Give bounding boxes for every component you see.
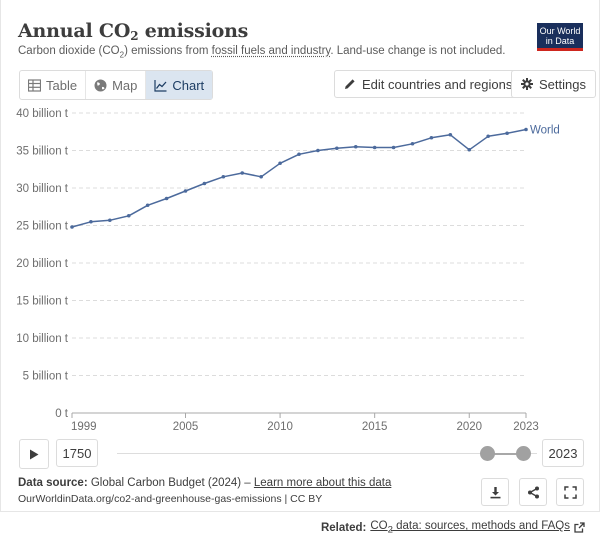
data-point [221,174,226,179]
download-button[interactable] [481,478,509,506]
data-point [372,145,377,150]
data-point [259,174,263,179]
y-tick-label: 10 billion t [16,333,69,345]
data-point [467,147,472,152]
fullscreen-button[interactable] [556,478,584,506]
edit-countries-button[interactable]: Edit countries and regions [334,70,523,98]
data-point [164,196,169,201]
data-point [202,181,207,186]
download-icon [490,486,500,498]
y-tick-label: 20 billion t [16,258,69,270]
related-link-row: Related: CO2 data: sources, methods and … [321,520,585,535]
data-point [240,171,245,175]
pencil-icon [345,79,355,89]
owid-logo[interactable]: Our World in Data [537,23,583,51]
x-tick-label: 2020 [456,421,482,433]
data-point [429,135,434,140]
source-url: OurWorldinData.org/co2-and-greenhouse-ga… [18,493,323,505]
line-chart-icon [154,79,167,92]
gear-icon [521,78,533,90]
data-point [486,134,490,139]
data-source: Data source: Global Carbon Budget (2024)… [18,477,392,489]
tab-table-label: Table [46,77,78,93]
timeline-end-handle[interactable] [516,446,531,461]
chart-frame [0,0,600,512]
share-button[interactable] [519,478,547,506]
data-point [145,203,150,208]
x-tick-label: 2005 [173,421,199,433]
data-point [410,141,415,146]
y-tick-label: 15 billion t [16,296,69,308]
x-tick-label: 1999 [71,421,97,433]
x-tick-label: 2010 [267,421,293,433]
tab-map[interactable]: Map [86,71,147,99]
learn-more-link[interactable]: Learn more about this data [253,477,392,489]
series-label-world: World [530,125,560,137]
expand-icon [563,485,577,499]
external-link-icon [574,522,585,533]
y-tick-label: 5 billion t [23,371,69,383]
y-tick-label: 0 t [55,408,69,420]
tab-table[interactable]: Table [20,71,87,99]
timeline-track[interactable] [117,453,537,454]
play-button[interactable] [19,439,49,469]
chart-title: Annual CO2 emissions [18,20,249,43]
view-tabs: Table Map Chart [19,70,214,100]
data-point [126,213,131,218]
related-faq-link[interactable]: CO2 data: sources, methods and FAQs [370,520,570,536]
data-point [524,127,528,132]
data-point [70,225,74,229]
y-tick-label: 25 billion t [16,221,69,233]
data-point [183,189,188,193]
tab-map-label: Map [112,77,138,93]
timeline-start-year[interactable]: 1750 [56,439,98,467]
edit-countries-label: Edit countries and regions [362,76,513,92]
timeline-start-handle[interactable] [480,446,495,461]
data-point [335,146,339,151]
data-point [89,219,93,224]
x-tick-label: 2023 [513,421,539,433]
play-icon [30,449,39,459]
series-line-world [71,128,527,228]
data-point [353,144,358,149]
tab-chart[interactable]: Chart [146,71,213,99]
data-point [108,218,112,223]
data-point [391,145,396,150]
tab-chart-label: Chart [172,77,205,93]
data-point [448,132,453,137]
data-point [297,152,301,157]
fossil-fuels-link[interactable]: fossil fuels and industry [211,45,331,57]
y-tick-label: 30 billion t [16,183,69,195]
y-tick-label: 40 billion t [16,108,69,120]
share-icon [527,486,539,498]
data-point [278,161,282,166]
settings-button[interactable]: Settings [511,70,596,98]
globe-icon [94,79,107,91]
data-point [505,131,509,136]
timeline-selected-range [487,453,523,455]
line-chart: 0 t 5 billion t 10 billion t 15 billion t 20… [16,108,560,433]
settings-label: Settings [539,76,586,92]
data-point [316,148,320,153]
chart-subtitle: Carbon dioxide (CO2) emissions from foss… [18,45,506,60]
table-icon [28,78,41,92]
x-tick-label: 2015 [362,421,388,433]
timeline-end-year[interactable]: 2023 [542,439,584,467]
y-tick-label: 35 billion t [16,146,69,158]
